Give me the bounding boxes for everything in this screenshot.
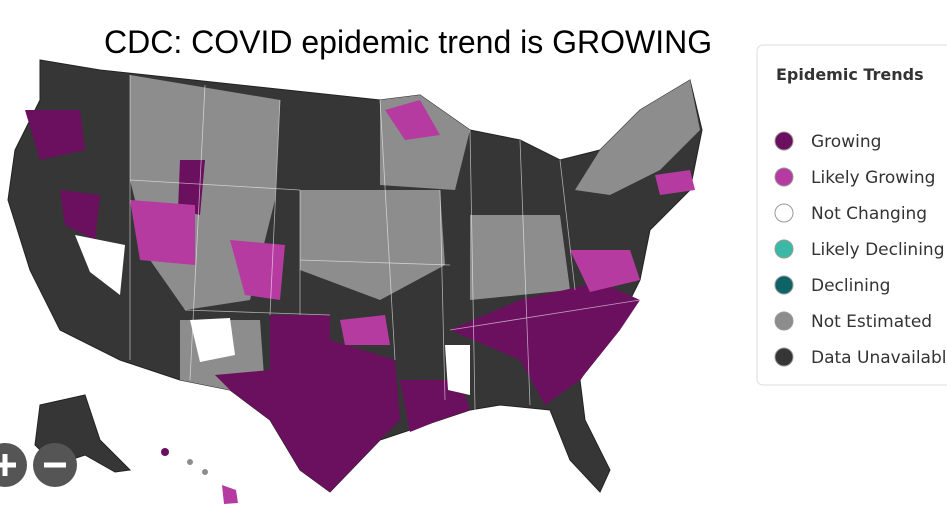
hawaii-island xyxy=(187,459,193,465)
region-growing xyxy=(60,190,100,240)
region-not-estimated xyxy=(575,80,700,195)
title: CDC: COVID epidemic trend is GROWING xyxy=(104,24,712,60)
zoom-in[interactable] xyxy=(0,443,27,487)
hawaii-island xyxy=(161,448,169,456)
region-not-estimated xyxy=(300,190,445,300)
region-not-changing xyxy=(190,318,235,362)
legend-swatch xyxy=(774,239,794,259)
zoom-controls xyxy=(0,443,77,487)
region-likely-growing xyxy=(570,250,640,292)
legend: Epidemic Trends Growing Likely Growing Not… xyxy=(756,44,947,386)
plus-icon xyxy=(0,454,16,476)
hawaii-island xyxy=(202,469,208,475)
legend-label: Not Changing xyxy=(811,204,927,224)
legend-label: Growing xyxy=(811,132,881,152)
region-likely-growing xyxy=(130,200,195,265)
legend-label: Not Estimated xyxy=(811,312,932,332)
legend-label: Likely Growing xyxy=(811,168,935,188)
legend-label: Likely Declining xyxy=(811,240,945,260)
region-growing xyxy=(25,110,85,160)
region-likely-growing xyxy=(340,315,390,345)
state-borders xyxy=(129,75,641,411)
hawaii xyxy=(222,485,238,504)
region-growing xyxy=(215,315,400,492)
region-growing xyxy=(400,380,470,432)
legend-swatch xyxy=(774,275,794,295)
region-likely-growing xyxy=(655,170,695,195)
legend-swatch xyxy=(774,131,794,151)
legend-swatch xyxy=(774,203,794,223)
legend-label: Data Unavailable xyxy=(811,348,947,368)
zoom-out[interactable] xyxy=(33,443,77,487)
legend-label: Declining xyxy=(811,276,890,296)
legend-swatch xyxy=(774,347,794,367)
us-map xyxy=(7,59,703,504)
legend-box xyxy=(756,44,947,386)
region-not-changing xyxy=(75,235,125,295)
region-growing xyxy=(450,282,640,405)
region-growing xyxy=(178,160,205,215)
region-likely-growing xyxy=(385,100,440,140)
legend-title: Epidemic Trends xyxy=(776,65,924,84)
region-not-estimated xyxy=(470,215,570,300)
legend-swatch xyxy=(774,167,794,187)
legend-swatch xyxy=(774,311,794,331)
region-not-changing xyxy=(445,345,470,395)
